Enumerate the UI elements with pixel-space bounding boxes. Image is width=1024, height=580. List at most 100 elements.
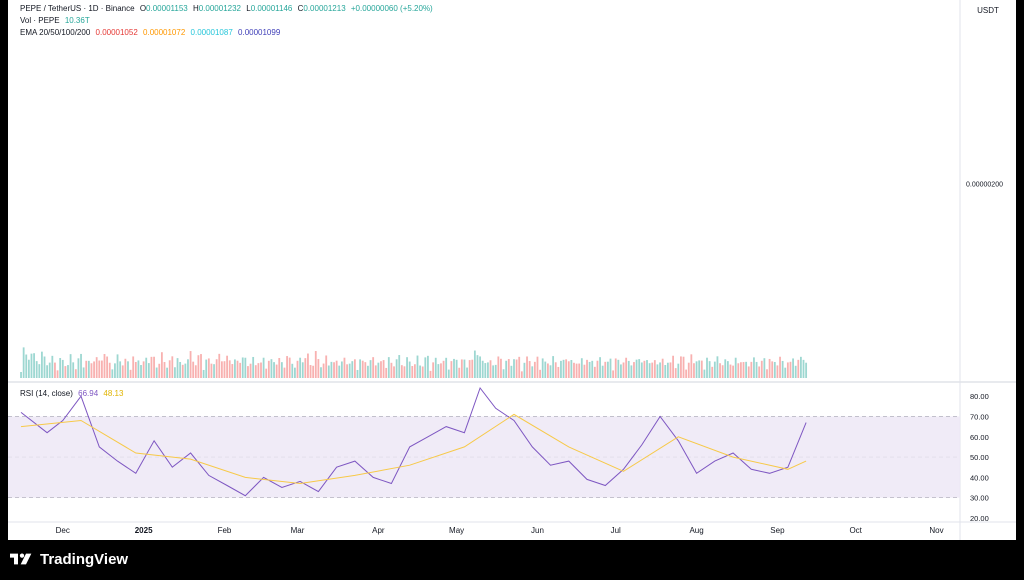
- volume-bar: [291, 363, 294, 378]
- volume-bar: [591, 360, 594, 378]
- volume-bar: [560, 360, 562, 378]
- time-tick-label: Jun: [531, 526, 544, 535]
- volume-legend[interactable]: Vol · PEPE 10.36T: [20, 16, 93, 25]
- volume-bar: [494, 364, 497, 378]
- volume-bar: [374, 365, 377, 378]
- time-tick-label: May: [449, 526, 464, 535]
- volume-bar: [492, 365, 495, 378]
- volume-bar: [129, 369, 132, 378]
- volume-bar: [437, 364, 440, 378]
- rsi-legend[interactable]: RSI (14, close) 66.94 48.13: [20, 389, 126, 398]
- volume-bar: [427, 355, 429, 378]
- volume-bar: [56, 370, 59, 378]
- tradingview-logo[interactable]: TradingView: [10, 548, 128, 570]
- volume-bar: [635, 359, 638, 378]
- volume-bar: [187, 359, 189, 378]
- volume-bar: [184, 363, 187, 378]
- volume-bar: [320, 367, 322, 378]
- volume-bar: [786, 362, 789, 378]
- volume-bar: [648, 363, 651, 378]
- time-tick-label: Feb: [218, 526, 232, 535]
- volume-bar: [382, 360, 385, 378]
- time-tick-label: Apr: [372, 526, 385, 535]
- time-tick-label: Aug: [689, 526, 703, 535]
- volume-bar: [54, 362, 56, 378]
- volume-bar: [367, 365, 369, 378]
- volume-bar: [578, 363, 581, 378]
- volume-bar: [805, 362, 808, 378]
- rsi-band: [8, 416, 960, 498]
- volume-bar: [682, 356, 685, 378]
- volume-bar: [549, 365, 552, 378]
- volume-bar: [536, 356, 539, 378]
- volume-bar: [497, 356, 500, 378]
- l-label: L: [246, 4, 251, 13]
- volume-bar: [693, 363, 695, 378]
- volume-bar: [703, 369, 706, 378]
- rsi-tick-label: 60.00: [970, 433, 989, 442]
- volume-bar: [260, 362, 262, 378]
- volume-bar: [460, 359, 463, 378]
- volume-bar: [468, 360, 471, 378]
- rsi-tick-label: 20.00: [970, 514, 989, 523]
- volume-bar: [343, 357, 346, 378]
- volume-bar: [59, 358, 62, 378]
- volume-bar: [565, 359, 568, 378]
- volume-bar: [484, 363, 487, 378]
- volume-bar: [111, 369, 114, 378]
- volume-bar: [132, 356, 135, 378]
- volume-bar: [234, 359, 236, 378]
- volume-bar: [651, 362, 654, 378]
- volume-bar: [716, 356, 719, 378]
- time-tick-label: Mar: [291, 526, 305, 535]
- volume-bar: [753, 357, 755, 378]
- symbol-legend[interactable]: PEPE / TetherUS · 1D · Binance O0.000011…: [20, 4, 436, 13]
- volume-bar: [265, 368, 268, 378]
- volume-bar: [434, 357, 437, 378]
- volume-bar: [487, 362, 489, 378]
- price-chart[interactable]: USDT0.000034000.000032000.000030000.0000…: [8, 0, 1016, 540]
- volume-bar: [547, 363, 549, 378]
- volume-bar: [46, 365, 49, 378]
- volume-bar: [267, 360, 270, 378]
- volume-bar: [724, 359, 727, 378]
- chart-panel[interactable]: USDT0.000034000.000032000.000030000.0000…: [8, 0, 1016, 540]
- volume-bar: [640, 362, 643, 378]
- volume-bar: [333, 362, 335, 378]
- ema-legend[interactable]: EMA 20/50/100/200 0.00001052 0.00001072 …: [20, 28, 283, 37]
- volume-bar: [471, 359, 474, 378]
- rsi-tick-label: 70.00: [970, 412, 989, 421]
- volume-bar: [41, 351, 43, 378]
- volume-bar: [432, 362, 435, 378]
- volume-bar: [625, 357, 628, 378]
- volume-bar: [119, 361, 122, 378]
- volume-bar: [445, 357, 448, 378]
- volume-bar: [67, 365, 69, 378]
- volume-bar: [661, 358, 664, 378]
- volume-bar: [218, 353, 221, 378]
- volume-bar: [784, 367, 787, 378]
- volume-bar: [270, 359, 273, 378]
- volume-bar: [677, 363, 680, 378]
- volume-bar: [672, 355, 674, 378]
- volume-bar: [557, 366, 560, 378]
- volume-bar: [669, 362, 672, 378]
- volume-bar: [687, 362, 690, 378]
- volume-bar: [20, 372, 22, 378]
- volume-bar: [163, 362, 166, 378]
- volume-bar: [604, 361, 607, 378]
- volume-layer: [20, 347, 808, 378]
- volume-bar: [773, 361, 776, 378]
- c-label: C: [297, 4, 304, 13]
- volume-bar: [750, 361, 753, 378]
- volume-bar: [127, 361, 129, 378]
- volume-bar: [726, 361, 729, 378]
- symbol-title: PEPE / TetherUS · 1D · Binance: [20, 4, 135, 13]
- volume-bar: [257, 363, 260, 378]
- volume-bar: [30, 353, 33, 378]
- vol-label: Vol · PEPE: [20, 16, 60, 25]
- volume-bar: [254, 365, 257, 378]
- volume-bar: [330, 361, 333, 378]
- volume-bar: [797, 359, 800, 378]
- volume-bar: [606, 361, 609, 378]
